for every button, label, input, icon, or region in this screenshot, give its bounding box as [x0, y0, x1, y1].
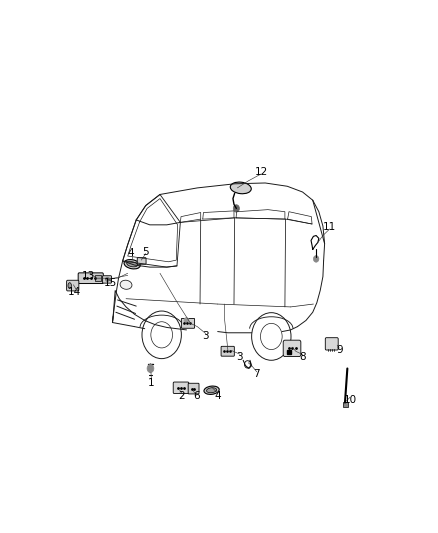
Ellipse shape: [120, 280, 132, 289]
Text: 15: 15: [104, 278, 117, 288]
FancyBboxPatch shape: [173, 382, 189, 393]
FancyBboxPatch shape: [283, 340, 301, 357]
Ellipse shape: [206, 387, 217, 393]
Text: 13: 13: [81, 271, 95, 281]
Text: 2: 2: [179, 391, 185, 401]
FancyBboxPatch shape: [181, 318, 194, 328]
Ellipse shape: [68, 282, 71, 288]
Ellipse shape: [124, 260, 140, 269]
Circle shape: [233, 205, 240, 212]
Text: 4: 4: [214, 391, 221, 401]
Text: 10: 10: [343, 395, 357, 406]
FancyBboxPatch shape: [102, 276, 111, 283]
Ellipse shape: [127, 262, 138, 267]
FancyBboxPatch shape: [67, 280, 79, 291]
Text: 3: 3: [237, 352, 243, 361]
Text: 5: 5: [142, 247, 149, 257]
Text: 6: 6: [193, 391, 200, 401]
Text: 3: 3: [202, 331, 209, 341]
FancyBboxPatch shape: [78, 273, 103, 284]
Circle shape: [314, 256, 319, 262]
Circle shape: [147, 365, 154, 373]
Text: 1: 1: [148, 378, 155, 388]
FancyBboxPatch shape: [325, 338, 338, 350]
FancyBboxPatch shape: [221, 346, 234, 356]
Text: 12: 12: [254, 167, 268, 177]
Text: 14: 14: [68, 287, 81, 297]
Bar: [343, 402, 348, 407]
Text: 8: 8: [299, 352, 306, 362]
Ellipse shape: [230, 182, 251, 193]
Text: 11: 11: [323, 222, 336, 232]
Text: 9: 9: [336, 345, 343, 356]
Text: 4: 4: [127, 248, 134, 258]
Circle shape: [105, 277, 110, 282]
Bar: [95, 275, 101, 281]
Ellipse shape: [204, 386, 219, 394]
FancyBboxPatch shape: [188, 383, 199, 394]
Text: 7: 7: [254, 369, 260, 379]
FancyBboxPatch shape: [137, 257, 146, 264]
Circle shape: [184, 318, 189, 324]
